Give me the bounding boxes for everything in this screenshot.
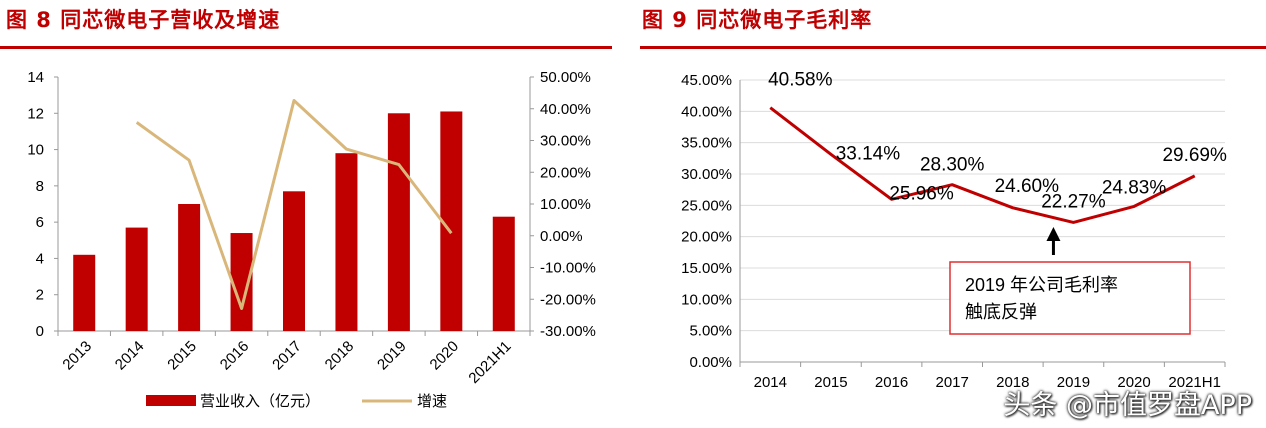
data-label: 24.83% — [1102, 177, 1167, 198]
y2-tick-label: -10.00% — [540, 260, 596, 277]
y2-tick-label: 40.00% — [540, 101, 591, 118]
data-label: 40.58% — [768, 70, 833, 91]
data-label: 25.96% — [889, 183, 954, 204]
revenue-bar — [440, 111, 463, 331]
legend-revenue-swatch — [146, 395, 196, 406]
margin-line — [769, 106, 1196, 224]
data-label: 22.27% — [1041, 191, 1106, 212]
revenue-bar — [283, 191, 305, 331]
y-tick-label: 10 — [27, 142, 44, 159]
x-tick-label: 2016 — [217, 338, 253, 374]
data-label: 24.60% — [995, 176, 1060, 197]
annotation-box — [949, 261, 1191, 335]
y-tick-label: 0.00% — [689, 354, 732, 371]
y-tick-label: 30.00% — [681, 166, 732, 183]
revenue-bar — [492, 216, 515, 331]
growth-line — [135, 99, 453, 310]
y-tick-label: 25.00% — [681, 197, 732, 214]
left-title-rule — [0, 46, 612, 49]
right-title-rule — [640, 46, 1266, 49]
x-tick-label: 2015 — [164, 338, 200, 374]
x-tick-label: 2015 — [814, 374, 847, 391]
x-tick-label: 2021H1 — [465, 338, 514, 387]
y-tick-label: 35.00% — [681, 135, 732, 152]
legend-revenue-label: 营业收入（亿元） — [200, 393, 320, 410]
x-tick-label: 2018 — [322, 338, 358, 374]
watermark: 头条 @市值罗盘APP — [1003, 390, 1252, 421]
y-tick-label: 14 — [27, 69, 44, 86]
x-tick-label: 2014 — [112, 338, 148, 374]
x-tick-label: 2020 — [427, 338, 463, 374]
annotation-text-line2: 触底反弹 — [965, 302, 1037, 322]
x-tick-label: 2017 — [936, 374, 969, 391]
revenue-growth-chart: 0 2 4 6 8 10 12 14 -30.00% -20.00% -10.00% 0.00% 10.… — [27, 69, 596, 410]
y-tick-label: 8 — [36, 178, 44, 195]
y2-tick-label: 50.00% — [540, 69, 591, 86]
x-tick-label: 2020 — [1117, 374, 1150, 391]
y2-tick-label: -30.00% — [540, 323, 596, 340]
y-tick-label: 40.00% — [681, 103, 732, 120]
y-tick-label: 12 — [27, 105, 44, 122]
x-tick-label: 2016 — [875, 374, 908, 391]
y-tick-label: 6 — [36, 214, 44, 231]
gross-margin-chart: 0.00% 5.00% 10.00% 15.00% 20.00% 25.00% 30.00%… — [681, 70, 1227, 391]
y-tick-label: 45.00% — [681, 72, 732, 89]
data-label: 33.14% — [836, 143, 901, 164]
y-tick-label: 20.00% — [681, 229, 732, 246]
revenue-bar — [335, 153, 358, 331]
y-tick-label: 15.00% — [681, 260, 732, 277]
y2-tick-label: 10.00% — [540, 196, 591, 213]
x-tick-label: 2017 — [269, 338, 305, 374]
data-label: 29.69% — [1162, 145, 1227, 166]
x-tick-label: 2019 — [374, 338, 410, 374]
x-tick-label: 2018 — [996, 374, 1029, 391]
y-tick-label: 0 — [36, 323, 44, 340]
revenue-bar — [230, 233, 253, 331]
revenue-bar — [387, 113, 410, 332]
data-label: 28.30% — [920, 155, 985, 176]
x-tick-label: 2013 — [59, 338, 95, 374]
y-tick-label: 5.00% — [689, 323, 732, 340]
annotation-text-line1: 2019 年公司毛利率 — [965, 275, 1118, 295]
right-chart-title: 图 9 同芯微电子毛利率 — [642, 8, 873, 32]
y2-tick-label: 30.00% — [540, 133, 591, 150]
y-tick-label: 2 — [36, 287, 44, 304]
annotation-arrow-head — [1046, 227, 1061, 241]
y-tick-label: 10.00% — [681, 291, 732, 308]
y-tick-label: 4 — [36, 250, 44, 267]
revenue-bar — [125, 227, 148, 331]
x-tick-label: 2014 — [754, 374, 787, 391]
x-tick-label: 2019 — [1057, 374, 1090, 391]
legend-growth-label: 增速 — [417, 393, 447, 410]
revenue-bar — [73, 254, 96, 331]
y2-tick-label: 20.00% — [540, 164, 591, 181]
y2-tick-label: 0.00% — [540, 228, 583, 245]
x-tick-label: 2021H1 — [1168, 374, 1221, 391]
left-chart-title: 图 8 同芯微电子营收及增速 — [6, 8, 281, 32]
revenue-bar — [178, 204, 201, 331]
y2-tick-label: -20.00% — [540, 291, 596, 308]
